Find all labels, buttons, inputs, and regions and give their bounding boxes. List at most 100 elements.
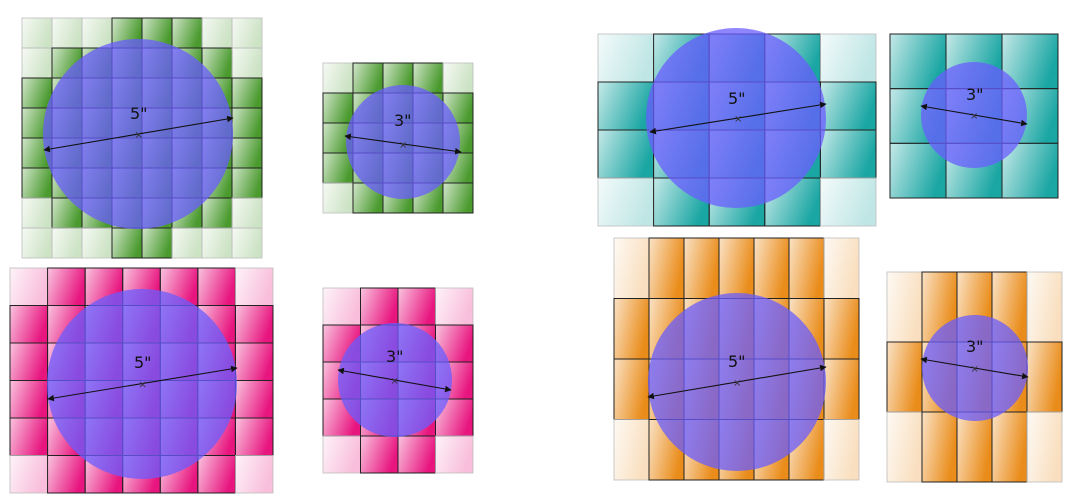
tile — [235, 267, 274, 306]
diameter-arrow — [920, 356, 1029, 380]
tile — [197, 455, 236, 494]
diameter-arrow — [647, 364, 827, 400]
tile — [322, 92, 354, 124]
tile — [352, 62, 384, 94]
tile — [21, 227, 53, 259]
size-label: 5" — [728, 89, 746, 108]
tile — [613, 237, 650, 299]
panel-green-3: × 3" — [322, 62, 474, 214]
panel-teal-5: × 5" — [597, 28, 877, 227]
tile — [231, 17, 263, 49]
tile — [991, 411, 1028, 483]
tile — [111, 227, 143, 259]
panel-pink-3: × 3" — [322, 287, 474, 474]
size-label: 5" — [134, 353, 152, 372]
center-mark: × — [734, 114, 742, 125]
tile — [235, 455, 274, 494]
panel-pink-5: × 5" — [9, 267, 274, 494]
diameter-arrow — [920, 103, 1028, 127]
tile — [613, 298, 650, 360]
tile — [231, 137, 263, 169]
tile — [819, 129, 877, 179]
tile — [231, 107, 263, 139]
tile — [9, 455, 48, 494]
tile — [597, 81, 655, 131]
tile — [683, 237, 720, 299]
tile — [51, 17, 83, 49]
tile — [9, 342, 49, 381]
tile — [9, 267, 48, 306]
tile — [820, 177, 877, 227]
center-mark: × — [391, 376, 399, 387]
tile — [435, 287, 474, 326]
tile — [613, 419, 650, 481]
diameter-arrow — [344, 133, 462, 155]
tile — [753, 237, 790, 299]
tile — [886, 271, 923, 343]
tile — [1026, 341, 1063, 413]
tile — [47, 267, 86, 306]
tile — [360, 435, 399, 474]
size-label: 3" — [966, 337, 984, 356]
tile — [597, 33, 654, 83]
tile — [886, 341, 923, 413]
tile — [360, 287, 399, 326]
tile — [197, 267, 236, 306]
tile — [322, 287, 361, 326]
tile — [788, 237, 825, 299]
diameter-arrow — [43, 115, 234, 153]
tile — [234, 305, 274, 344]
tile — [322, 435, 361, 474]
tile — [886, 411, 923, 483]
panel-orange-3: × 3" — [886, 271, 1063, 483]
size-label: 5" — [728, 352, 746, 371]
tile — [1026, 271, 1063, 343]
tile — [613, 358, 650, 420]
tile — [201, 17, 233, 49]
center-mark: × — [139, 380, 147, 391]
tile — [597, 129, 655, 179]
tile — [81, 227, 113, 259]
tile — [648, 237, 685, 299]
tile — [171, 17, 203, 49]
tile — [141, 227, 173, 259]
tile — [234, 380, 274, 419]
tile — [823, 358, 860, 420]
panel-teal-3: × 3" — [889, 33, 1059, 199]
tile — [21, 47, 53, 79]
tile — [231, 167, 263, 199]
tile — [234, 342, 274, 381]
tile — [231, 77, 263, 109]
center-mark: × — [970, 111, 978, 122]
tile — [397, 435, 436, 474]
tile — [819, 81, 877, 131]
tile — [201, 227, 233, 259]
tile — [231, 47, 263, 79]
tile — [9, 305, 49, 344]
size-label: 5" — [130, 104, 148, 123]
tile — [322, 182, 354, 214]
diameter-arrow — [649, 101, 827, 135]
tile — [442, 62, 474, 94]
diameter-arrow — [337, 367, 452, 393]
tile — [231, 197, 263, 229]
tile — [201, 197, 233, 229]
tile — [823, 419, 860, 481]
diameter-arrow — [47, 365, 238, 402]
tile — [21, 77, 53, 109]
tile — [823, 298, 860, 360]
tile — [823, 237, 860, 299]
tile — [718, 237, 755, 299]
size-label: 3" — [386, 347, 404, 366]
tile — [1026, 411, 1063, 483]
tile — [820, 33, 877, 83]
tile — [921, 411, 958, 483]
tile — [21, 167, 53, 199]
tile — [435, 435, 474, 474]
center-mark: × — [399, 140, 407, 151]
tile — [956, 411, 993, 483]
center-mark: × — [135, 130, 143, 141]
tile — [9, 417, 49, 456]
size-label: 3" — [966, 85, 984, 104]
